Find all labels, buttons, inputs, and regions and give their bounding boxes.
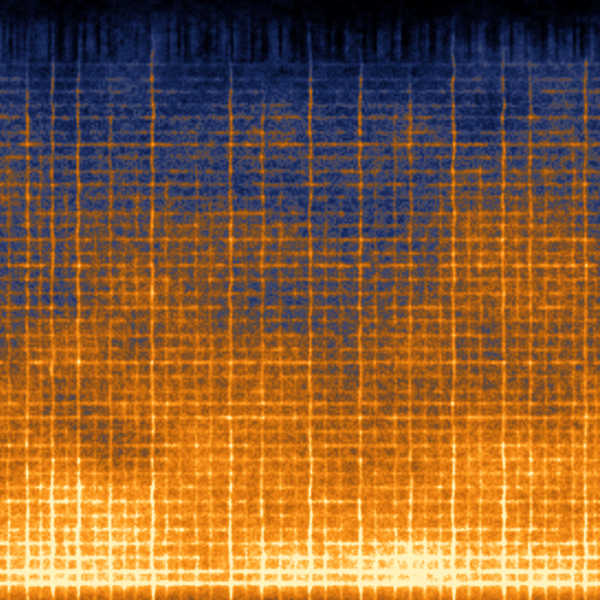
spectrogram-canvas [0,0,600,600]
spectrogram-figure [0,0,600,600]
